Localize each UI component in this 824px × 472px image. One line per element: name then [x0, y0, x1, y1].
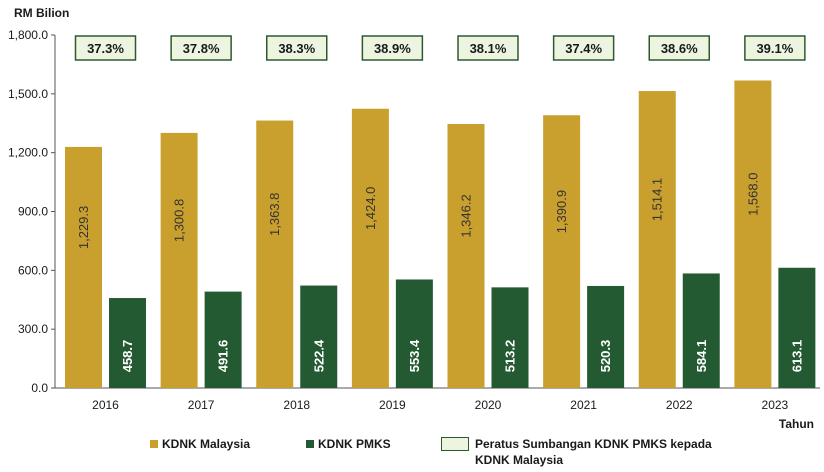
bar-kdnk-malaysia: [543, 115, 581, 388]
bar-kdnk-malaysia: [351, 108, 389, 388]
bar-kdnk-pmks: [682, 273, 720, 388]
bar-kdnk-malaysia: [256, 120, 294, 388]
data-label-kdnk-pmks: 513.2: [503, 340, 518, 373]
share-label: 37.3%: [87, 41, 124, 56]
data-label-kdnk-pmks: 613.1: [789, 340, 804, 373]
x-tick-label: 2019: [379, 398, 406, 412]
legend-swatch-share: [441, 437, 469, 451]
data-label-kdnk-malaysia: 1,514.1: [650, 178, 665, 221]
bar-kdnk-pmks: [300, 285, 338, 388]
x-tick-label: 2023: [762, 398, 789, 412]
legend-swatch-kdnk-pmks: [306, 440, 314, 448]
bar-kdnk-pmks: [395, 279, 433, 388]
y-tick-label: 600.0: [18, 263, 48, 277]
x-tick-label: 2021: [570, 398, 597, 412]
bar-kdnk-pmks: [204, 291, 242, 388]
x-axis-title: Tahun: [778, 417, 814, 431]
share-box: [457, 35, 519, 61]
share-box: [266, 35, 328, 61]
y-axis-title: RM Bilion: [14, 6, 70, 20]
legend-label-share-line1: Peratus Sumbangan KDNK PMKS kepada: [475, 437, 712, 451]
share-box: [74, 35, 137, 61]
legend-label-share-line2: KDNK Malaysia: [475, 453, 564, 467]
data-label-kdnk-pmks: 553.4: [407, 339, 422, 372]
bar-kdnk-malaysia: [638, 91, 676, 388]
x-tick-label: 2018: [283, 398, 310, 412]
bar-kdnk-pmks: [109, 298, 146, 388]
y-tick-label: 1,800.0: [8, 28, 48, 42]
bar-kdnk-malaysia: [734, 80, 772, 389]
share-label: 38.9%: [374, 41, 411, 56]
data-label-kdnk-malaysia: 1,568.0: [745, 173, 760, 216]
data-label-kdnk-pmks: 584.1: [694, 340, 709, 373]
share-label: 38.6%: [661, 41, 698, 56]
y-tick-label: 900.0: [18, 205, 48, 219]
share-box: [170, 35, 232, 61]
share-box: [648, 35, 710, 61]
legend-item-share: Peratus Sumbangan KDNK PMKS kepada KDNK …: [441, 436, 712, 468]
data-label-kdnk-malaysia: 1,424.0: [363, 187, 378, 230]
bar-kdnk-pmks: [587, 285, 625, 388]
x-tick-label: 2020: [475, 398, 502, 412]
data-label-kdnk-malaysia: 1,346.2: [459, 194, 474, 237]
y-tick-label: 1,200.0: [8, 146, 48, 160]
data-label-kdnk-malaysia: 1,363.8: [267, 193, 282, 236]
share-label: 39.1%: [756, 41, 793, 56]
legend-label-share: Peratus Sumbangan KDNK PMKS kepada KDNK …: [475, 436, 712, 468]
y-tick-label: 300.0: [18, 322, 48, 336]
y-tick-label: 1,500.0: [8, 87, 48, 101]
data-label-kdnk-pmks: 522.4: [311, 339, 326, 372]
legend: KDNK Malaysia KDNK PMKS Peratus Sumbanga…: [0, 436, 824, 472]
share-box: [552, 35, 615, 61]
bar-kdnk-pmks: [778, 267, 816, 388]
bar-kdnk-malaysia: [447, 123, 485, 388]
data-label-kdnk-pmks: 491.6: [216, 340, 231, 373]
legend-label-kdnk-malaysia: KDNK Malaysia: [162, 437, 251, 451]
share-label: 38.1%: [470, 41, 507, 56]
share-box: [361, 35, 424, 61]
x-tick-label: 2022: [666, 398, 693, 412]
legend-item-kdnk-pmks: KDNK PMKS: [306, 436, 391, 452]
x-tick-label: 2016: [92, 398, 119, 412]
data-label-kdnk-malaysia: 1,229.3: [76, 206, 91, 249]
bar-kdnk-malaysia: [65, 146, 102, 388]
bar-kdnk-malaysia: [160, 132, 198, 388]
data-label-kdnk-pmks: 520.3: [598, 340, 613, 373]
x-tick-label: 2017: [188, 398, 215, 412]
y-tick-label: 0.0: [31, 381, 48, 395]
bar-kdnk-pmks: [491, 287, 529, 388]
share-label: 38.3%: [278, 41, 315, 56]
data-label-kdnk-malaysia: 1,390.9: [554, 190, 569, 233]
legend-item-kdnk-malaysia: KDNK Malaysia: [150, 436, 250, 452]
share-label: 37.8%: [183, 41, 220, 56]
legend-label-kdnk-pmks: KDNK PMKS: [318, 437, 391, 451]
share-label: 37.4%: [565, 41, 602, 56]
share-box: [744, 35, 806, 61]
data-label-kdnk-malaysia: 1,300.8: [172, 199, 187, 242]
legend-swatch-kdnk-malaysia: [150, 440, 158, 448]
data-label-kdnk-pmks: 458.7: [120, 340, 135, 373]
